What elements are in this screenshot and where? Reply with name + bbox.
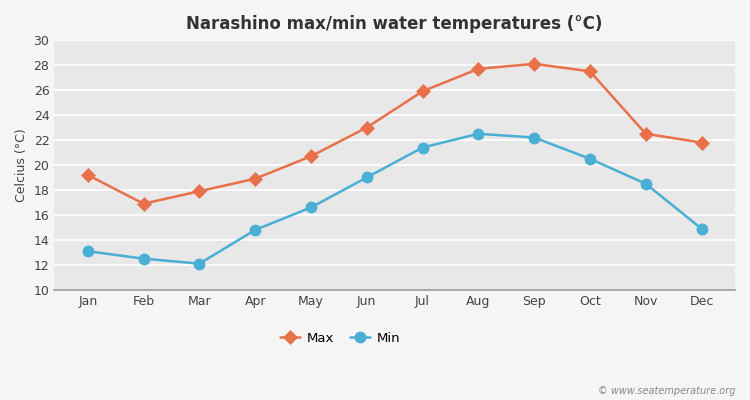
Line: Max: Max xyxy=(83,59,706,208)
Max xyxy=(418,89,427,94)
Max xyxy=(307,154,316,159)
Max xyxy=(362,125,371,130)
Max xyxy=(641,131,650,136)
Min xyxy=(697,226,706,231)
Line: Min: Min xyxy=(82,128,707,269)
Min xyxy=(418,145,427,150)
Min xyxy=(251,228,260,232)
Max xyxy=(697,140,706,145)
Min xyxy=(83,249,92,254)
Max xyxy=(474,66,483,71)
Min xyxy=(307,205,316,210)
Min xyxy=(195,261,204,266)
Text: © www.seatemperature.org: © www.seatemperature.org xyxy=(598,386,735,396)
Title: Narashino max/min water temperatures (°C): Narashino max/min water temperatures (°C… xyxy=(187,15,603,33)
Max xyxy=(83,172,92,177)
Max xyxy=(530,62,538,66)
Max xyxy=(586,69,595,74)
Max xyxy=(139,201,148,206)
Min xyxy=(586,156,595,161)
Min xyxy=(530,135,538,140)
Min xyxy=(362,175,371,180)
Max xyxy=(251,176,260,181)
Max xyxy=(195,189,204,194)
Min xyxy=(641,181,650,186)
Min xyxy=(474,131,483,136)
Legend: Max, Min: Max, Min xyxy=(275,326,405,350)
Min xyxy=(139,256,148,261)
Y-axis label: Celcius (°C): Celcius (°C) xyxy=(15,128,28,202)
